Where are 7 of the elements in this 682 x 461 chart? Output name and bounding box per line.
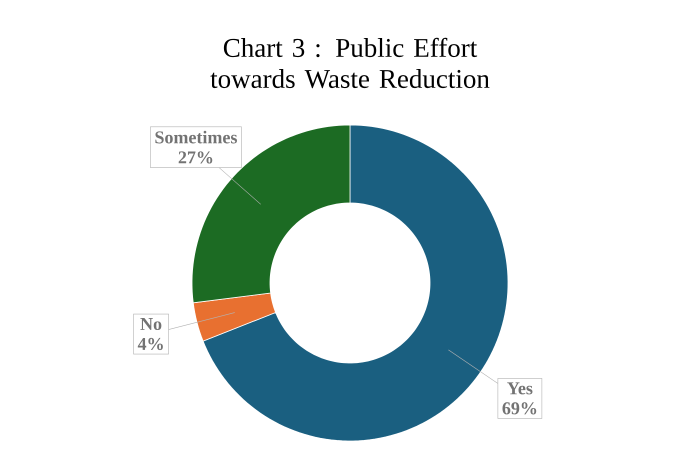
slice-label: Sometimes — [155, 130, 237, 144]
slice-label: Yes — [507, 382, 532, 394]
data-label: 69% — [502, 402, 536, 414]
slice-label: No — [140, 318, 162, 330]
data-label: 27% — [178, 151, 212, 164]
data-label: 4% — [138, 338, 163, 350]
chart-title: Chart 3 : Public Effort towards Waste Reduction — [210, 38, 490, 88]
